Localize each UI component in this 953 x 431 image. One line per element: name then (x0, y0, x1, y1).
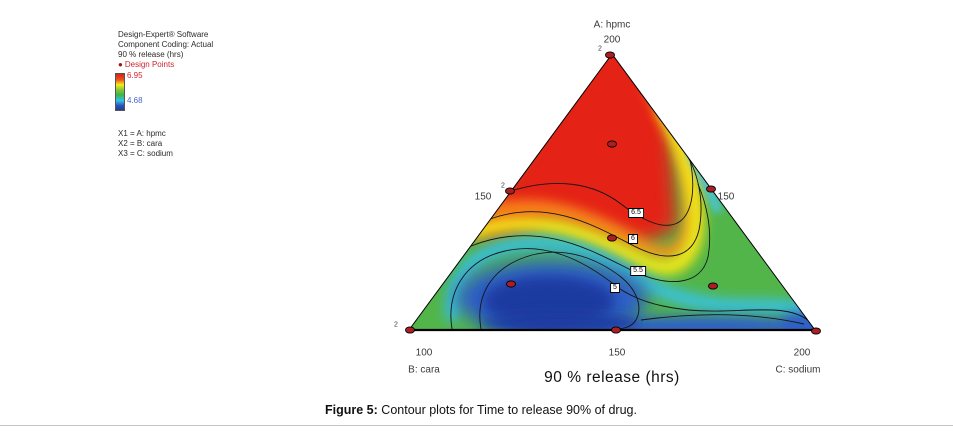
x2-label: X2 = B: cara (118, 139, 163, 148)
vertex-a-label: A: hpmc (593, 19, 631, 31)
legend-software-label: Design-Expert® Software (118, 30, 209, 39)
scale-min-label: 4.68 (127, 96, 143, 105)
vertex-b-value: 100 (415, 347, 433, 359)
scale-max-label: 6.95 (127, 71, 143, 80)
vertex-c-label: C: sodium (775, 364, 821, 376)
contour-line-5_5 (470, 183, 711, 282)
caption-prefix: Figure 5: (325, 403, 378, 417)
plot-legend: Design-Expert® Software Component Coding… (115, 30, 214, 159)
right-edge-tick: 150 (717, 191, 735, 203)
vertex-c-value: 200 (793, 347, 811, 359)
contour-value-label: 5 (610, 283, 620, 293)
x3-label: X3 = C: sodium (118, 149, 173, 158)
contour-line-6 (489, 150, 702, 257)
design-point-vertex-b (405, 326, 415, 334)
design-point-icon: ● (118, 60, 123, 69)
contour-fill (409, 54, 815, 330)
contour-value-label: 5.5 (630, 266, 646, 276)
plot-title: 90 % release (hrs) (544, 369, 680, 386)
design-points-label: Design Points (124, 60, 175, 69)
contour-line-inner (479, 251, 640, 330)
contour-value-label: 6 (628, 234, 638, 244)
replicate-count-left-edge: 2 (501, 182, 505, 190)
vertex-a-value: 200 (603, 34, 621, 46)
contour-line-inner-bottom (640, 314, 805, 325)
design-points-legend: ● Design Points (118, 60, 213, 70)
contour-value-label: 6.5 (628, 208, 644, 218)
replicate-count-apex: 2 (598, 45, 602, 53)
design-point-interior-upper (607, 140, 617, 148)
design-point-interior-right (708, 282, 718, 290)
design-point-interior-lower-left (506, 280, 516, 288)
caption-text: Contour plots for Time to release 90% of… (377, 403, 637, 417)
vertex-b-label: B: cara (408, 364, 440, 376)
design-point-left-edge (505, 187, 515, 195)
design-point-vertex-c (811, 327, 821, 335)
design-point-interior-center (607, 234, 617, 242)
color-scale: 6.95 4.68 (115, 71, 213, 111)
design-point-right-edge (706, 185, 716, 193)
design-point-bottom-edge (611, 326, 621, 334)
x1-label: X1 = A: hpmc (118, 129, 166, 138)
bottom-edge-tick: 150 (608, 347, 626, 359)
design-point-vertex-a (605, 51, 615, 59)
legend-response-label: 90 % release (hrs) (118, 50, 184, 59)
color-scale-bar (115, 73, 125, 111)
replicate-count-vertex-b: 2 (394, 321, 398, 329)
legend-coding-label: Component Coding: Actual (118, 40, 214, 49)
contour-lines (450, 81, 815, 330)
bottom-divider (0, 425, 953, 426)
left-edge-tick: 150 (474, 191, 492, 203)
figure-caption: Figure 5: Contour plots for Time to rele… (325, 403, 637, 417)
design-points (405, 51, 821, 335)
